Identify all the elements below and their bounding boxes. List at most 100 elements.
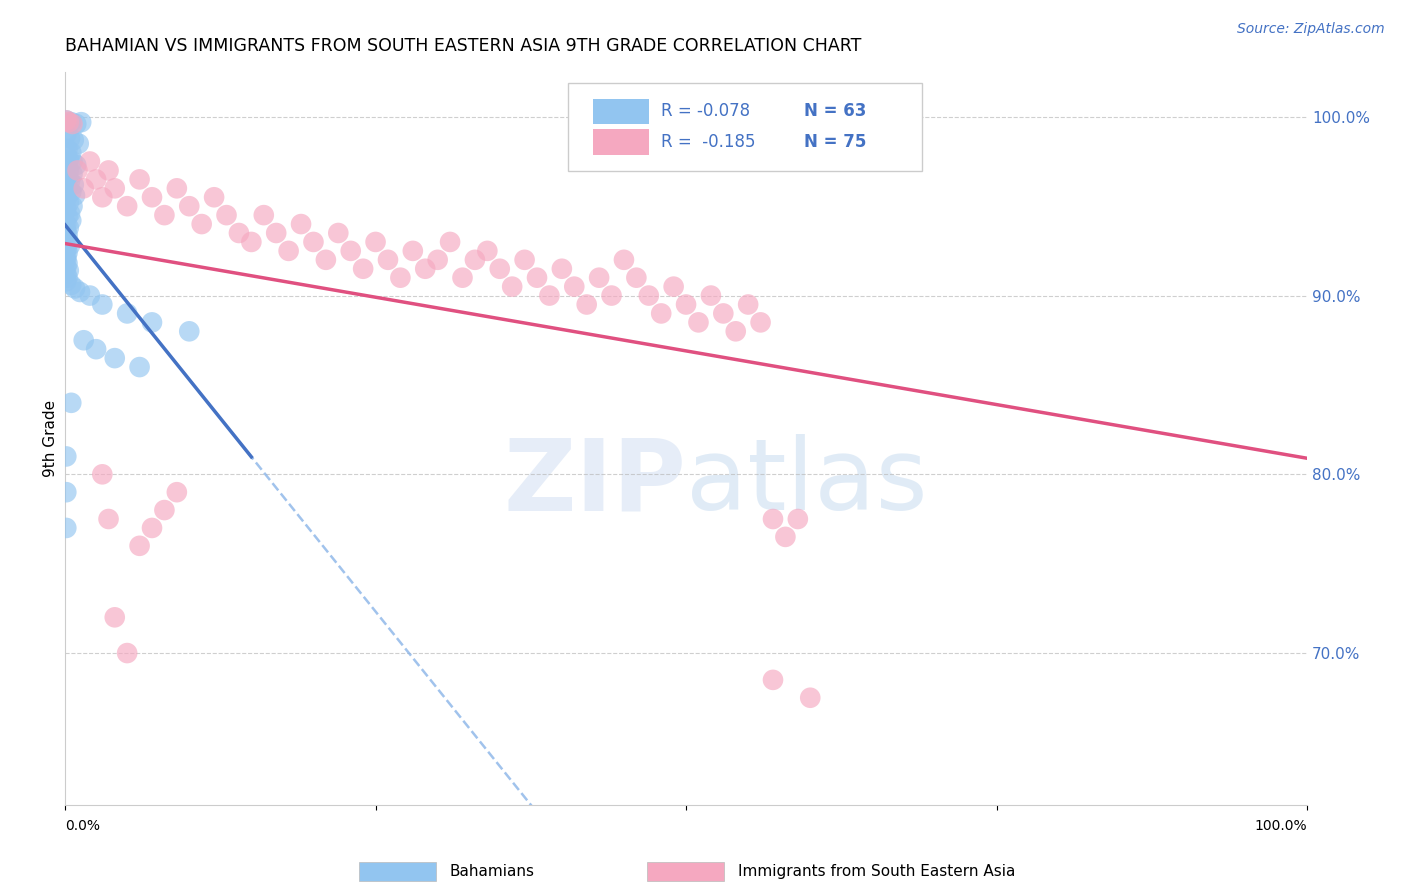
- Point: [277, 244, 299, 258]
- Point: [551, 261, 574, 276]
- Text: Immigrants from South Eastern Asia: Immigrants from South Eastern Asia: [738, 864, 1015, 879]
- Point: [65, 158, 87, 172]
- Point: [59, 206, 82, 220]
- Point: [58, 153, 80, 167]
- Text: BAHAMIAN VS IMMIGRANTS FROM SOUTH EASTERN ASIA 9TH GRADE CORRELATION CHART: BAHAMIAN VS IMMIGRANTS FROM SOUTH EASTER…: [65, 37, 862, 55]
- Point: [56, 210, 79, 224]
- Point: [562, 279, 585, 293]
- Point: [141, 315, 163, 329]
- Text: Bahamians: Bahamians: [450, 864, 534, 879]
- Point: [58, 195, 80, 210]
- Point: [104, 351, 127, 365]
- Point: [439, 235, 461, 249]
- Point: [413, 261, 436, 276]
- Point: [67, 136, 90, 151]
- Point: [55, 485, 77, 500]
- Point: [84, 342, 107, 356]
- Point: [62, 117, 84, 131]
- Point: [55, 521, 77, 535]
- Point: [56, 245, 79, 260]
- Point: [55, 113, 77, 128]
- Point: [55, 160, 77, 174]
- Text: 100.0%: 100.0%: [1254, 819, 1308, 833]
- Point: [328, 226, 350, 240]
- Point: [62, 199, 84, 213]
- Point: [79, 154, 101, 169]
- Point: [675, 297, 697, 311]
- Point: [55, 113, 77, 128]
- Text: N = 75: N = 75: [804, 133, 866, 151]
- Point: [128, 360, 150, 375]
- Text: 0.0%: 0.0%: [65, 819, 100, 833]
- Point: [799, 690, 821, 705]
- Point: [62, 133, 84, 147]
- Point: [315, 252, 337, 267]
- Point: [97, 163, 120, 178]
- Point: [55, 242, 77, 256]
- Point: [389, 270, 412, 285]
- Point: [60, 115, 83, 129]
- Point: [339, 244, 361, 258]
- Point: [56, 181, 79, 195]
- Point: [153, 208, 176, 222]
- Point: [688, 315, 710, 329]
- Point: [588, 270, 610, 285]
- Point: [538, 288, 561, 302]
- Point: [55, 202, 77, 217]
- FancyBboxPatch shape: [593, 129, 648, 155]
- Point: [115, 646, 138, 660]
- Point: [477, 244, 499, 258]
- Point: [55, 170, 77, 185]
- Point: [190, 217, 212, 231]
- Point: [115, 306, 138, 320]
- Point: [62, 154, 84, 169]
- Point: [613, 252, 636, 267]
- Point: [56, 256, 79, 270]
- Point: [60, 396, 83, 410]
- Point: [73, 181, 96, 195]
- Point: [762, 512, 785, 526]
- Text: atlas: atlas: [686, 434, 928, 531]
- Point: [626, 270, 648, 285]
- Point: [600, 288, 623, 302]
- Point: [724, 324, 747, 338]
- FancyBboxPatch shape: [568, 83, 922, 171]
- Point: [63, 281, 86, 295]
- Point: [786, 512, 808, 526]
- Point: [91, 297, 114, 311]
- Point: [58, 263, 80, 277]
- Point: [91, 467, 114, 482]
- Point: [62, 167, 84, 181]
- Point: [65, 117, 87, 131]
- Point: [56, 142, 79, 156]
- Point: [526, 270, 548, 285]
- Text: Source: ZipAtlas.com: Source: ZipAtlas.com: [1237, 22, 1385, 37]
- Point: [377, 252, 399, 267]
- Text: ZIP: ZIP: [503, 434, 686, 531]
- Point: [55, 224, 77, 238]
- Point: [55, 267, 77, 281]
- Point: [637, 288, 659, 302]
- Point: [84, 172, 107, 186]
- Point: [253, 208, 276, 222]
- Point: [464, 252, 486, 267]
- Point: [513, 252, 536, 267]
- Point: [662, 279, 685, 293]
- Point: [501, 279, 523, 293]
- Point: [59, 238, 82, 252]
- Point: [104, 610, 127, 624]
- Point: [56, 270, 79, 285]
- Point: [364, 235, 387, 249]
- Point: [60, 213, 83, 227]
- Point: [179, 199, 201, 213]
- Point: [73, 333, 96, 347]
- Point: [166, 181, 188, 195]
- Point: [202, 190, 225, 204]
- Point: [60, 277, 83, 292]
- Point: [59, 131, 82, 145]
- Point: [55, 252, 77, 267]
- Point: [58, 115, 80, 129]
- Point: [737, 297, 759, 311]
- Point: [179, 324, 201, 338]
- Point: [55, 128, 77, 142]
